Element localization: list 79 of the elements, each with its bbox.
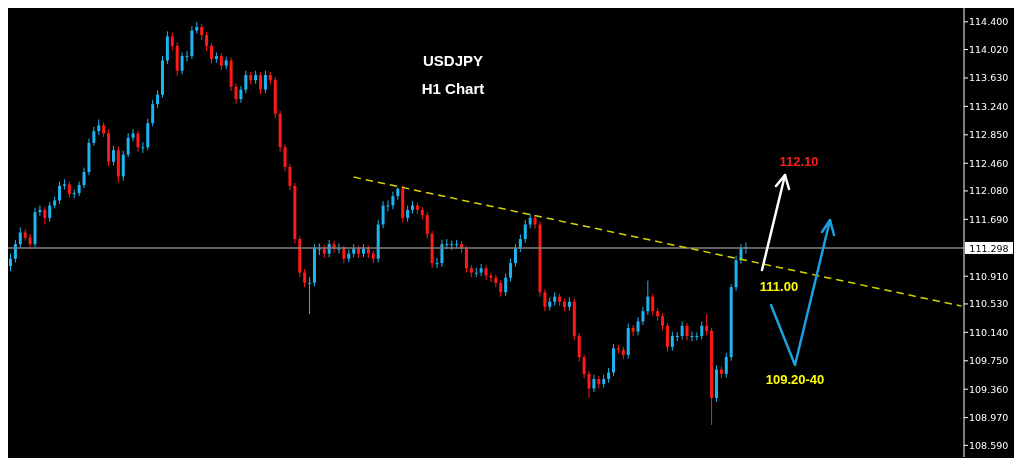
candlestick: [244, 70, 248, 94]
candlestick: [82, 167, 86, 189]
candlestick: [636, 316, 640, 336]
y-tick-label: 112.460: [969, 157, 1009, 169]
candlestick: [631, 324, 635, 337]
candlestick: [28, 233, 32, 250]
y-tick-label: 111.690: [969, 213, 1009, 225]
text: H1 Chart: [421, 80, 485, 97]
candlestick: [234, 83, 238, 104]
candlestick: [18, 226, 22, 249]
candlestick: [670, 331, 674, 352]
y-tick-label: 114.400: [969, 16, 1009, 28]
candlestick: [665, 322, 669, 352]
candlestick: [435, 257, 439, 269]
candlestick: [582, 353, 586, 379]
y-tick-label: 108.590: [969, 439, 1009, 451]
candlestick: [513, 243, 517, 268]
candlestick: [205, 31, 209, 52]
candlestick: [239, 85, 243, 104]
candlestick: [646, 280, 650, 316]
candlestick: [136, 129, 140, 153]
candlestick: [651, 293, 655, 317]
y-tick-label: 113.630: [969, 72, 1009, 84]
candlestick: [337, 242, 341, 255]
y-tick-label: 110.910: [969, 270, 1009, 282]
y-tick-label: 114.020: [969, 43, 1009, 55]
candlestick: [92, 126, 96, 147]
candlestick: [210, 42, 214, 64]
candlestick: [479, 263, 483, 277]
candlestick: [690, 331, 694, 342]
y-tick-label: 109.750: [969, 355, 1009, 367]
candlestick: [131, 128, 135, 142]
candlestick: [509, 258, 513, 282]
candlestick: [263, 70, 267, 94]
candlestick: [464, 245, 468, 274]
candlestick: [77, 180, 81, 197]
candlestick: [259, 71, 263, 95]
candlestick: [587, 370, 591, 399]
candlestick: [543, 288, 547, 312]
candlestick: [141, 141, 145, 154]
candlestick: [48, 201, 52, 223]
candlestick: [288, 163, 292, 191]
text: USDJPY: [422, 52, 484, 69]
candlestick: [523, 219, 527, 244]
candlestick: [308, 276, 312, 315]
y-tick-label: 112.080: [969, 185, 1009, 197]
ref-line-label: 111.298: [969, 242, 1009, 254]
candlestick: [121, 150, 125, 182]
candlestick: [303, 268, 307, 288]
candlestick: [695, 331, 699, 341]
candlestick: [111, 145, 115, 166]
candlestick: [705, 313, 709, 336]
candlestick: [151, 99, 155, 127]
candlestick: [425, 211, 429, 239]
candlestick: [641, 306, 645, 326]
y-tick-label: 110.140: [969, 326, 1009, 338]
candlestick: [283, 143, 287, 172]
y-tick-label: 110.530: [969, 298, 1009, 310]
y-tick-label: 113.240: [969, 100, 1009, 112]
y-tick-label: 108.970: [969, 412, 1009, 424]
y-tick-label: 112.850: [969, 129, 1009, 141]
candlestick: [180, 51, 184, 75]
candlestick: [592, 374, 596, 393]
candlestick: [381, 200, 385, 229]
annotation: 109.20-40: [765, 372, 825, 387]
candlestick: [724, 352, 728, 379]
candlestick: [700, 320, 704, 341]
annotation: 112.10: [779, 154, 819, 169]
candlestick: [58, 180, 62, 205]
y-tick-label: 109.360: [969, 383, 1009, 395]
candlestick: [126, 132, 130, 158]
candlestick: [680, 320, 684, 341]
candlestick: [474, 266, 478, 278]
annotation: 111.00: [759, 279, 799, 294]
candlestick: [533, 214, 537, 230]
candlestick: [504, 272, 508, 297]
candlestick: [494, 274, 498, 288]
candlestick: [484, 264, 488, 281]
candlestick: [577, 332, 581, 363]
